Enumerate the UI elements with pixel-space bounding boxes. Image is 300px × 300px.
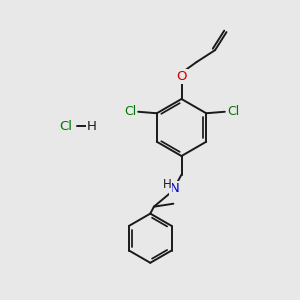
Text: Cl: Cl: [124, 105, 136, 118]
Text: H: H: [163, 178, 172, 191]
Text: H: H: [87, 119, 96, 133]
Text: Cl: Cl: [227, 105, 239, 118]
Text: Cl: Cl: [59, 119, 73, 133]
Text: N: N: [170, 182, 180, 195]
Text: O: O: [176, 70, 187, 83]
